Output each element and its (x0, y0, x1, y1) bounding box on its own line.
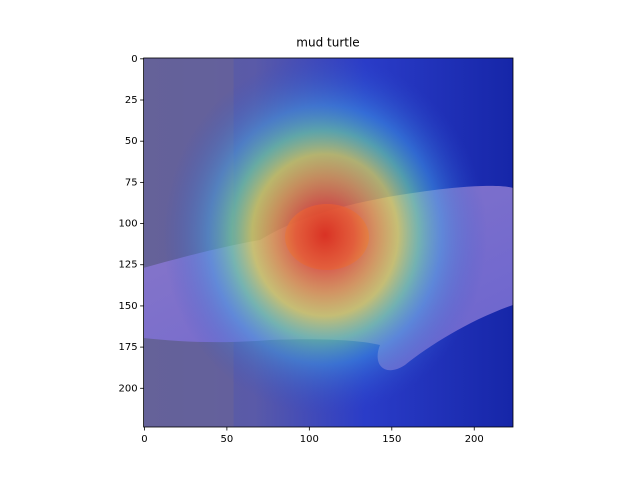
y-tick-label: 100 (119, 219, 138, 230)
y-tick-label: 200 (119, 383, 138, 394)
y-tick-label: 175 (119, 342, 138, 353)
y-tick-label: 150 (119, 301, 138, 312)
image (143, 58, 513, 427)
y-tick-label: 50 (125, 136, 138, 147)
y-tick-label: 0 (131, 54, 137, 65)
y-tick-label: 25 (125, 95, 138, 106)
chart-title: mud turtle (296, 36, 359, 50)
x-tick-label: 150 (382, 434, 401, 445)
x-tick-label: 0 (141, 434, 147, 445)
x-tick-label: 50 (221, 434, 234, 445)
y-tick-label: 125 (119, 260, 138, 271)
x-tick-label: 200 (465, 434, 484, 445)
x-tick-label: 100 (300, 434, 319, 445)
axes-frame (143, 57, 514, 428)
heatmap (143, 58, 513, 427)
y-tick-label: 75 (125, 177, 138, 188)
